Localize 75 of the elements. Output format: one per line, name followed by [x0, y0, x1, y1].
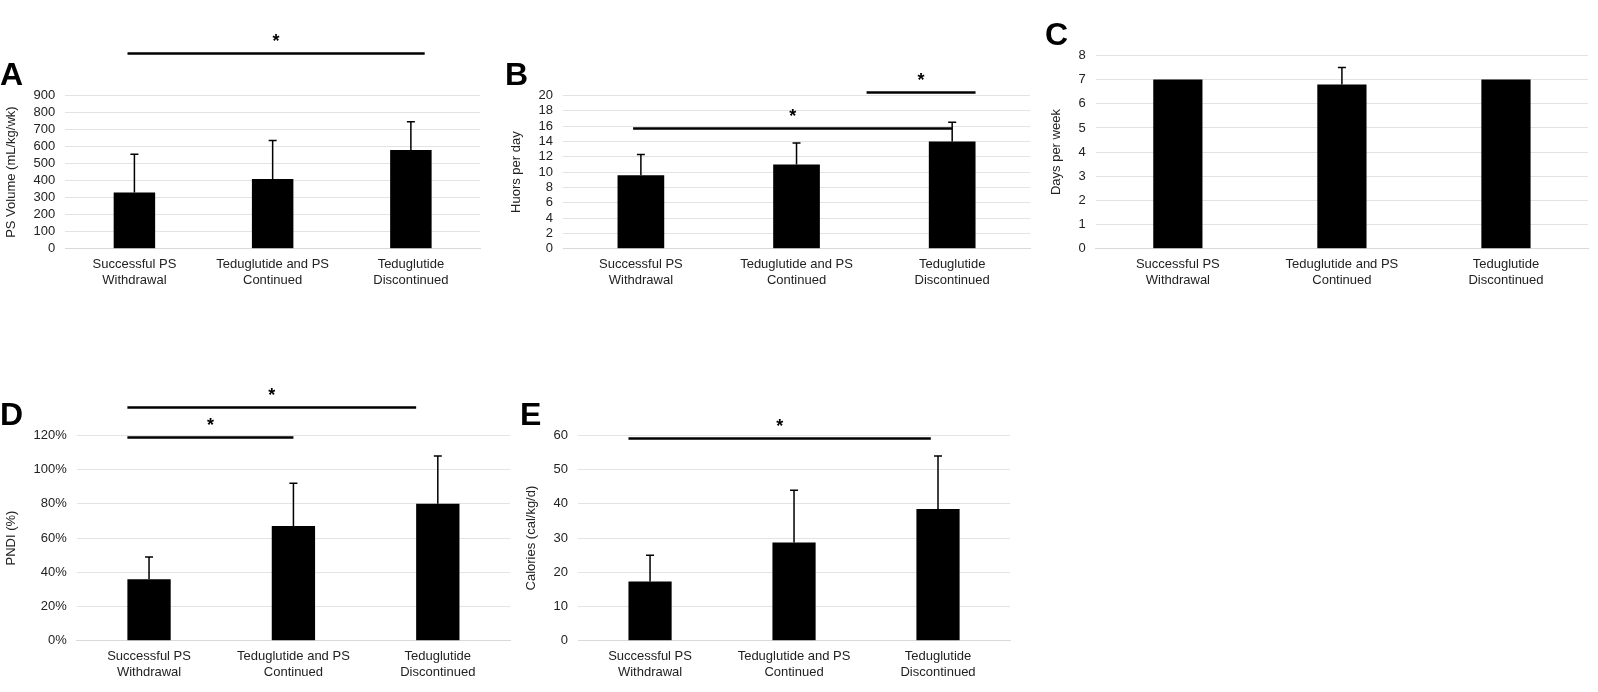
x-tick-label: Teduglutide Discontinued [373, 256, 449, 287]
x-tick-label: Teduglutide Discontinued [1468, 256, 1544, 287]
y-tick-label: 100 [33, 223, 56, 239]
y-tick-label: 50 [553, 461, 569, 477]
y-axis-title: PS Volume (mL/kg/wk) [3, 106, 19, 238]
y-axis-title: Calories (cal/kg/d) [523, 485, 539, 591]
chart-title: E [520, 396, 542, 433]
y-tick-label: 6 [1078, 95, 1086, 111]
y-tick-label: 60% [40, 529, 68, 545]
y-tick-label: 6 [545, 194, 554, 210]
y-tick-label: 20% [40, 598, 68, 614]
y-tick-label: 1 [1078, 216, 1086, 232]
y-tick-label: 5 [1078, 119, 1086, 135]
y-tick-label: 40% [40, 563, 68, 579]
y-tick-label: 14 [538, 133, 554, 148]
annotation: * [789, 106, 797, 127]
text: * [268, 385, 276, 406]
x-tick-label: Teduglutide Discontinued [900, 648, 976, 679]
y-tick-label: 40 [553, 495, 569, 511]
y-tick-label: 100% [33, 461, 68, 477]
y-tick-label: 80% [40, 495, 68, 511]
y-tick-label: 20 [553, 563, 569, 579]
annotation: * [776, 416, 784, 437]
text: * [272, 31, 280, 52]
y-tick-label: 400 [33, 172, 56, 188]
x-tick-label: Teduglutide and PS Continued [737, 648, 851, 679]
x-tick-label: Successful PS Withdrawal [598, 256, 684, 287]
y-tick-label: 8 [1078, 46, 1086, 62]
y-axis-title: Days per week [1048, 108, 1064, 196]
y-tick-label: 60 [553, 426, 569, 442]
y-tick-label: 16 [538, 117, 554, 133]
y-tick-label: 30 [553, 529, 569, 545]
y-axis-title: PNDI (%) [3, 510, 19, 566]
y-tick-label: 900 [33, 86, 56, 102]
y-tick-label: 0 [560, 632, 569, 648]
y-tick-label: 4 [1078, 143, 1086, 159]
y-tick-label: 0 [1078, 240, 1086, 256]
x-tick-label: Successful PS Withdrawal [107, 648, 192, 679]
chart-title: C [1045, 16, 1069, 53]
y-tick-label: 4 [545, 209, 554, 225]
text: * [917, 70, 925, 91]
y-tick-label: 700 [33, 121, 56, 137]
y-tick-label: 2 [545, 225, 554, 241]
y-tick-label: 12 [538, 148, 554, 164]
text: * [206, 415, 214, 436]
y-tick-label: 0% [48, 632, 68, 648]
y-tick-label: 300 [33, 189, 56, 205]
x-tick-label: Successful PS Withdrawal [608, 648, 693, 679]
y-tick-label: 800 [33, 104, 56, 120]
x-tick-label: Teduglutide Discontinued [914, 256, 990, 287]
y-axis-title: Huors per day [508, 130, 524, 213]
y-tick-label: 7 [1078, 71, 1086, 87]
y-tick-label: 10 [538, 163, 554, 179]
y-tick-label: 18 [538, 102, 554, 118]
y-tick-label: 0 [48, 240, 56, 256]
y-tick-label: 2 [1078, 192, 1086, 208]
x-tick-label: Successful PS Withdrawal [1135, 256, 1221, 287]
x-tick-label: Teduglutide and PS Continued [740, 256, 854, 287]
y-tick-label: 120% [33, 426, 68, 442]
x-tick-label: Teduglutide and PS Continued [1285, 256, 1399, 287]
x-tick-label: Successful PS Withdrawal [92, 256, 177, 287]
y-tick-label: 3 [1078, 167, 1086, 183]
y-tick-label: 600 [33, 138, 56, 154]
y-tick-label: 200 [33, 206, 56, 222]
y-tick-label: 8 [545, 179, 554, 195]
chart-title: B [505, 56, 529, 93]
y-tick-label: 500 [33, 155, 56, 171]
y-tick-label: 20 [538, 86, 554, 102]
chart-title: A [0, 56, 24, 93]
x-tick-label: Teduglutide and PS Continued [237, 648, 351, 679]
x-tick-label: Teduglutide Discontinued [400, 648, 476, 679]
y-tick-label: 10 [553, 598, 569, 614]
y-tick-label: 0 [545, 240, 554, 256]
chart-title: D [0, 396, 24, 433]
x-tick-label: Teduglutide and PS Continued [216, 256, 330, 287]
